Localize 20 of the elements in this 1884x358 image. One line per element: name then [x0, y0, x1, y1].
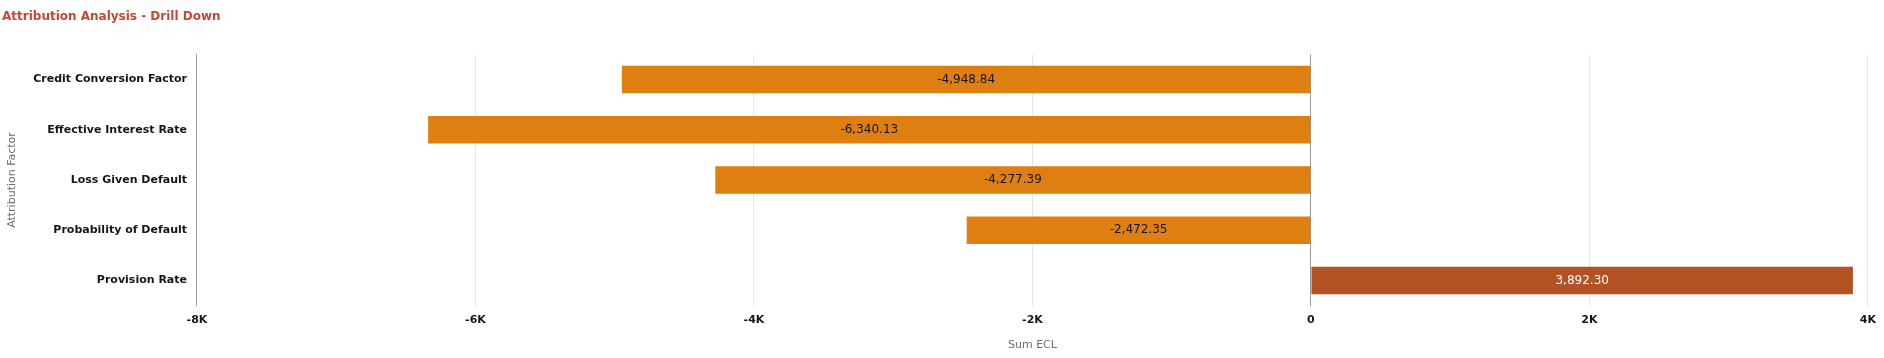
x-tick-label: 2K [1581, 313, 1598, 327]
data-label: -6,340.13 [840, 121, 899, 136]
data-label: -4,277.39 [984, 172, 1042, 187]
data-label: -2,472.35 [1109, 222, 1168, 237]
y-tick-label: Loss Given Default [70, 172, 187, 186]
x-tick-label: 4K [1859, 313, 1877, 327]
chart-title: Attribution Analysis - Drill Down [2, 9, 221, 24]
data-label: 3,892.30 [1555, 272, 1609, 287]
y-tick-label: Credit Conversion Factor [33, 72, 188, 86]
x-tick-label: -8K [186, 313, 208, 327]
x-tick-label: -6K [465, 313, 487, 327]
x-tick-label: -2K [1022, 313, 1044, 327]
y-axis-title: Attribution Factor [5, 131, 19, 228]
x-axis-title: Sum ECL [1007, 338, 1058, 352]
y-tick-label: Probability of Default [53, 223, 187, 237]
x-tick-label: -4K [743, 313, 765, 327]
y-tick-label: Provision Rate [96, 273, 187, 287]
x-tick-label: 0 [1307, 313, 1316, 327]
data-label: -4,948.84 [937, 71, 996, 86]
y-tick-label: Effective Interest Rate [47, 122, 187, 136]
